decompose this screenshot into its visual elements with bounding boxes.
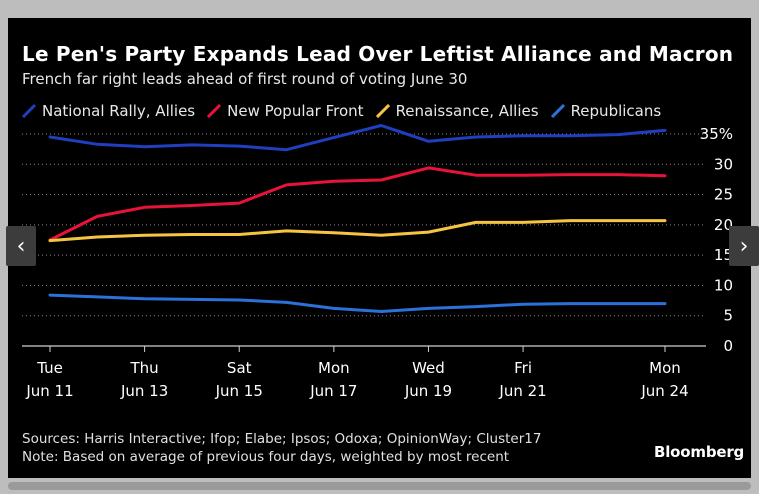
y-tick-label: 30 xyxy=(714,155,733,173)
y-tick-label: 5 xyxy=(723,307,733,325)
y-tick-label: 35% xyxy=(700,125,733,143)
note-text: Note: Based on average of previous four … xyxy=(22,449,510,465)
y-tick-label: 10 xyxy=(714,276,733,294)
chart-subtitle: French far right leads ahead of first ro… xyxy=(22,70,468,88)
x-tick-label-day: Mon xyxy=(318,359,350,377)
series-line-national-rally xyxy=(48,124,667,152)
x-tick-label-date: Jun 11 xyxy=(25,382,73,400)
x-tick-label-day: Fri xyxy=(514,359,532,377)
horizontal-scrollbar[interactable] xyxy=(8,482,751,490)
carousel-next-button[interactable]: › xyxy=(729,226,759,266)
legend-item-national-rally: National Rally, Allies xyxy=(22,102,195,120)
chevron-left-icon: ‹ xyxy=(16,233,26,259)
x-tick-label-day: Thu xyxy=(130,359,159,377)
series-line-renaissance xyxy=(48,219,667,243)
chart-title: Le Pen's Party Expands Lead Over Leftist… xyxy=(22,42,734,66)
bloomberg-logo: Bloomberg xyxy=(654,443,745,461)
chart-footnotes: Sources: Harris Interactive; Ifop; Elabe… xyxy=(22,430,541,466)
x-tick-label-date: Jun 21 xyxy=(498,382,546,400)
chevron-right-icon: › xyxy=(739,233,749,259)
legend-swatch-icon xyxy=(22,104,36,118)
sources-text: Sources: Harris Interactive; Ifop; Elabe… xyxy=(22,431,542,447)
legend-item-republicans: Republicans xyxy=(550,102,662,120)
legend-swatch-icon xyxy=(550,104,565,118)
legend-swatch-icon xyxy=(207,104,222,118)
x-tick-label-day: Wed xyxy=(412,359,445,377)
line-chart: 35% 30 25 20 15 10 5 0 Tue Jun 11 Thu Jun 13 Sat Jun … xyxy=(22,124,733,400)
series-line-new-popular-front xyxy=(48,166,667,242)
legend-swatch-icon xyxy=(375,104,390,118)
y-tick-label: 15 xyxy=(714,246,733,264)
legend-item-renaissance: Renaissance, Allies xyxy=(375,102,539,120)
legend: National Rally, Allies New Popular Front… xyxy=(22,102,673,120)
series-line-republicans xyxy=(48,293,667,313)
legend-label: Renaissance, Allies xyxy=(395,102,539,120)
legend-label: New Popular Front xyxy=(227,102,364,120)
legend-label: National Rally, Allies xyxy=(42,102,196,120)
carousel-prev-button[interactable]: ‹ xyxy=(6,226,36,266)
y-tick-label: 0 xyxy=(723,337,733,355)
x-tick-label-date: Jun 19 xyxy=(404,382,452,400)
legend-item-new-popular-front: New Popular Front xyxy=(207,102,364,120)
x-tick-label-date: Jun 13 xyxy=(120,382,168,400)
y-tick-label: 25 xyxy=(714,186,733,204)
x-tick-label-date: Jun 15 xyxy=(215,382,263,400)
legend-label: Republicans xyxy=(570,102,662,120)
x-tick-label-day: Mon xyxy=(649,359,681,377)
y-tick-label: 20 xyxy=(714,216,733,234)
x-tick-label-day: Tue xyxy=(36,359,63,377)
x-tick-label-day: Sat xyxy=(227,359,252,377)
x-tick-label-date: Jun 17 xyxy=(309,382,357,400)
chart-card: Le Pen's Party Expands Lead Over Leftist… xyxy=(8,18,751,478)
x-tick-label-date: Jun 24 xyxy=(640,382,688,400)
